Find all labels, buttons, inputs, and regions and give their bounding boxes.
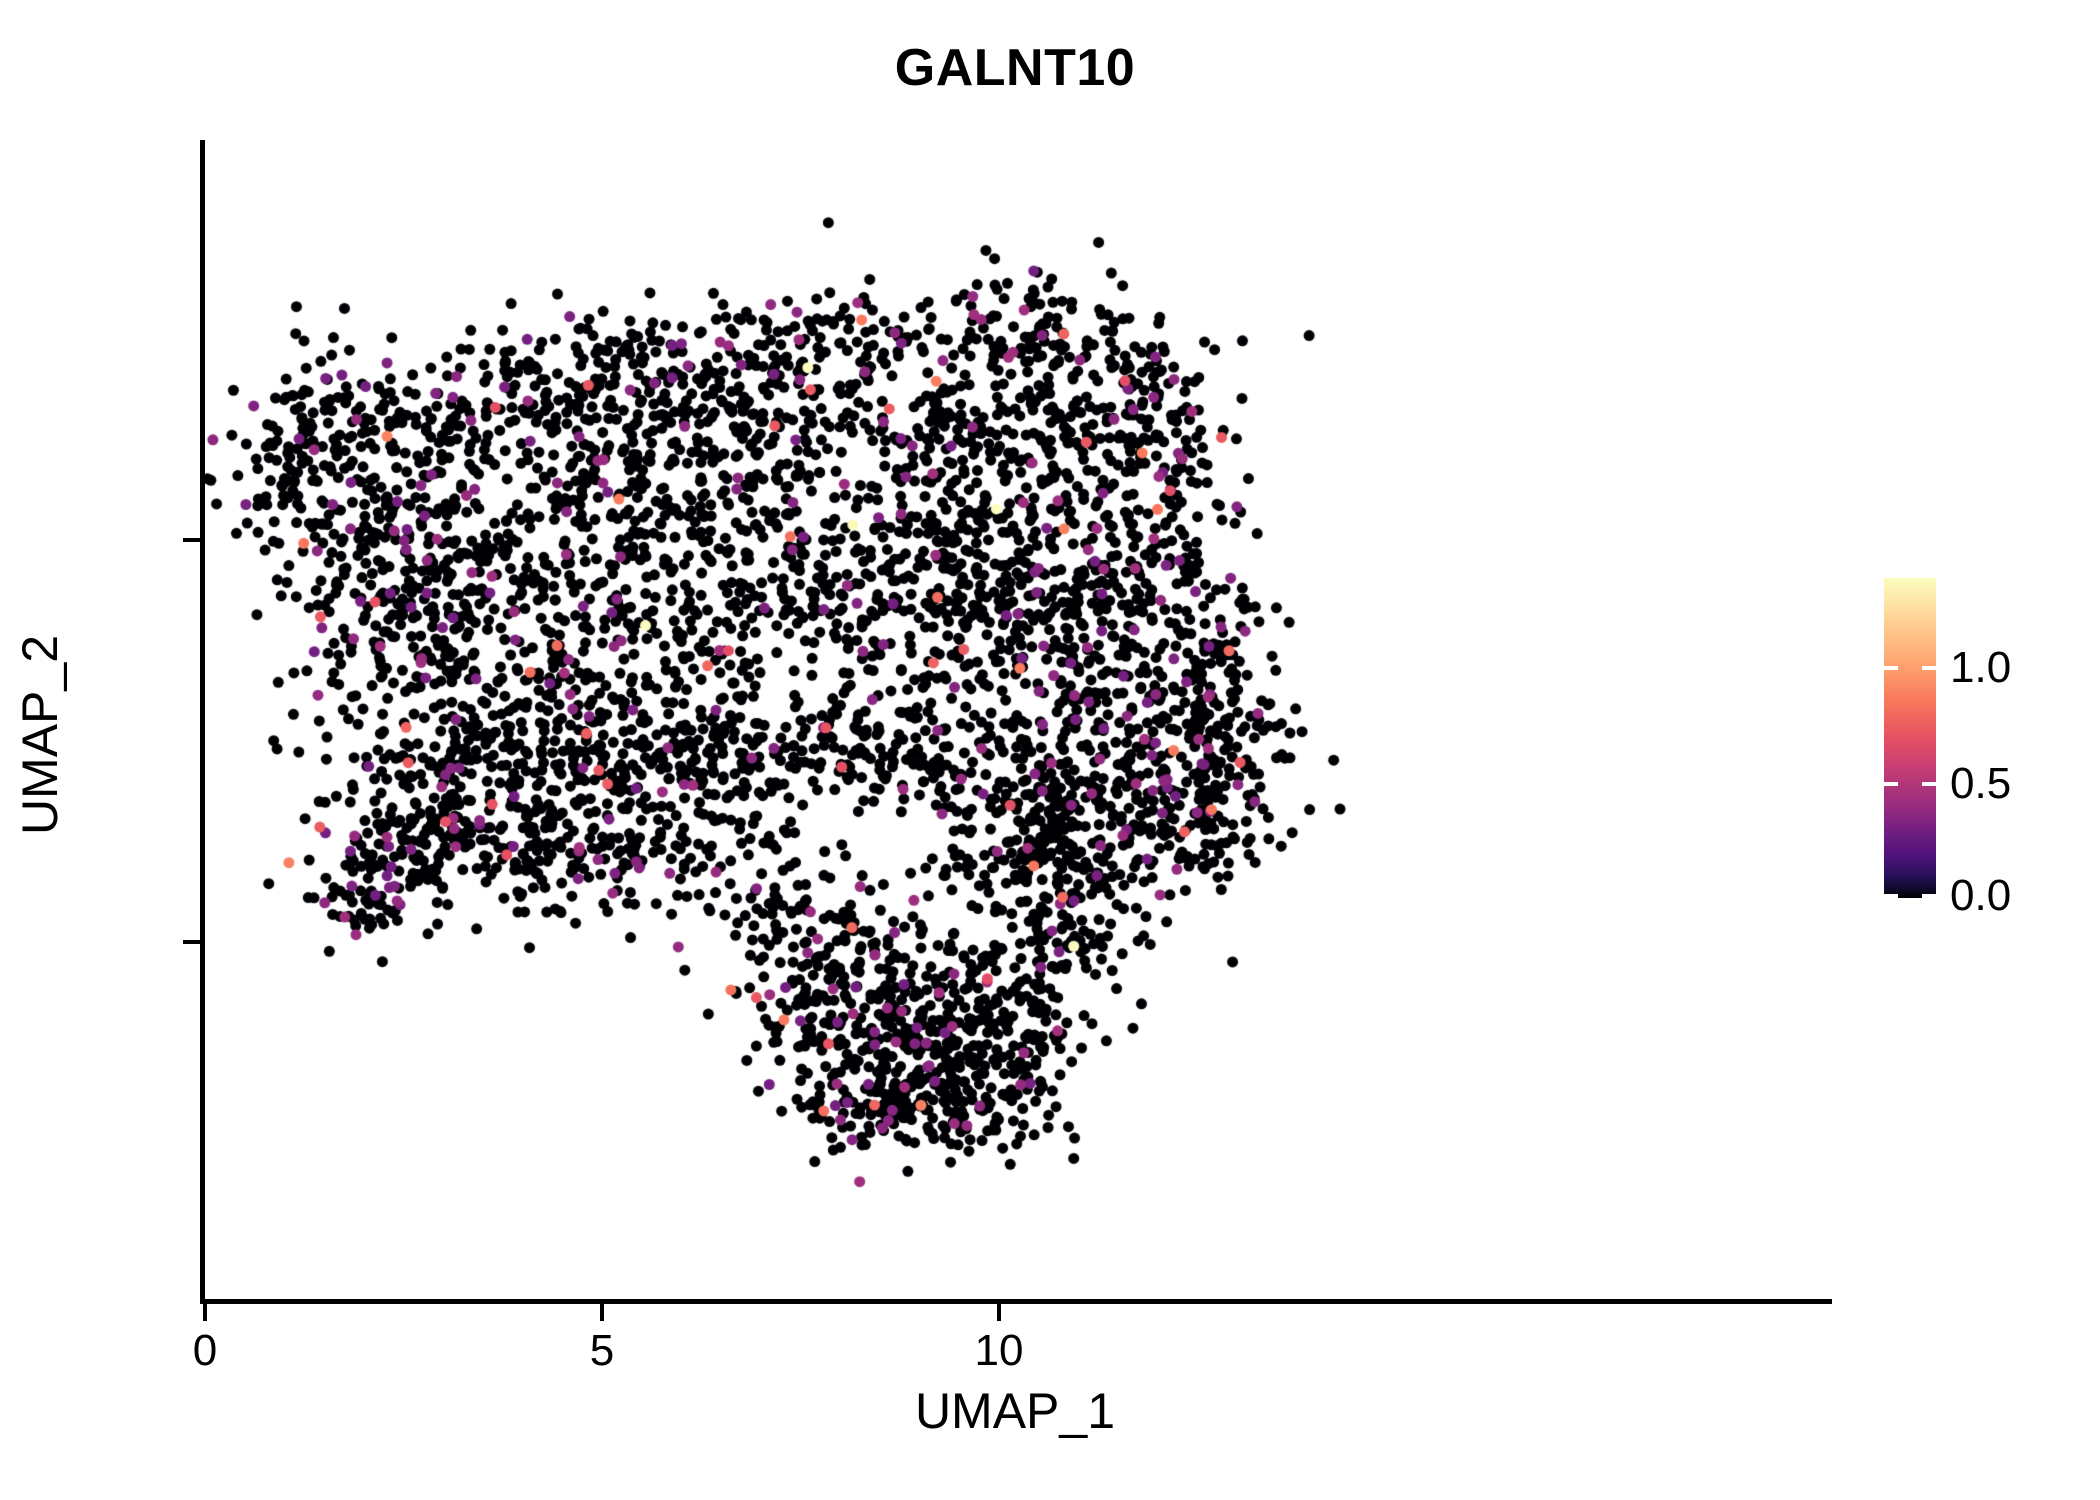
y-axis-line <box>200 140 205 1304</box>
x-tick-label-0: 0 <box>192 1326 218 1375</box>
colorbar-label-0: 0.0 <box>1950 871 2012 920</box>
x-axis-label: UMAP_1 <box>914 1383 1116 1439</box>
x-tick-label-10: 10 <box>974 1326 1024 1375</box>
colorbar-gradient <box>1884 578 1936 898</box>
colorbar-tick-1-right <box>1922 666 1936 670</box>
x-tick-label-5: 5 <box>589 1326 615 1375</box>
x-tick-mark-5 <box>600 1304 604 1321</box>
colorbar-legend: 1.0 0.5 0.0 <box>1884 578 2011 920</box>
colorbar-label-05: 0.5 <box>1950 759 2012 808</box>
y-axis-label: UMAP_2 <box>12 634 68 836</box>
colorbar-tick-05-right <box>1922 782 1936 786</box>
x-tick-mark-0 <box>203 1304 207 1321</box>
x-tick-mark-10 <box>997 1304 1001 1321</box>
colorbar-tick-0-left <box>1884 894 1898 898</box>
y-tick-mark-5 <box>183 940 200 944</box>
y-tick-mark-10 <box>183 538 200 542</box>
colorbar-tick-0-right <box>1922 894 1936 898</box>
colorbar-label-1: 1.0 <box>1950 643 2012 692</box>
x-axis-line <box>200 1299 1832 1304</box>
colorbar-tick-1-left <box>1884 666 1898 670</box>
colorbar-tick-05-left <box>1884 782 1898 786</box>
